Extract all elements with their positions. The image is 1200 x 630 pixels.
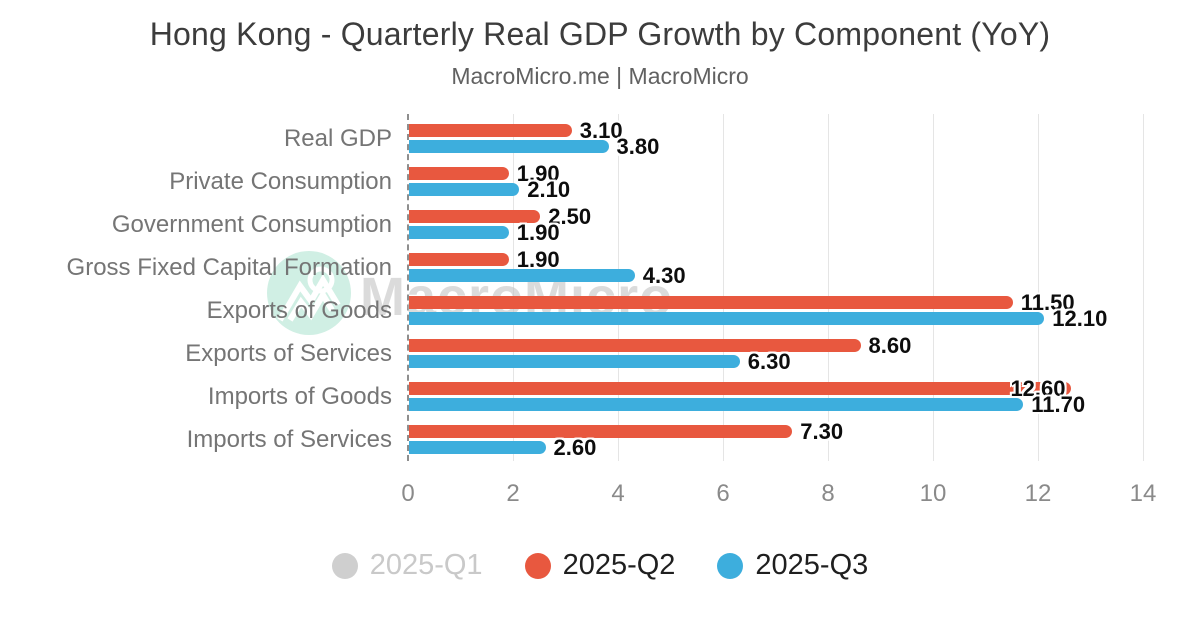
bar-2025-Q2[interactable] — [409, 210, 541, 223]
legend-item-2025-Q2[interactable]: 2025-Q2 — [524, 549, 676, 582]
x-tick-label: 8 — [821, 480, 835, 507]
category-label: Imports of Services — [186, 425, 392, 453]
x-tick-label: 10 — [919, 480, 947, 507]
bar-2025-Q3[interactable] — [409, 183, 520, 196]
x-tick-label: 14 — [1129, 480, 1157, 507]
bar-2025-Q2[interactable] — [409, 124, 572, 137]
gridline — [1038, 114, 1039, 461]
bar-2025-Q3[interactable] — [409, 226, 509, 239]
legend-label: 2025-Q3 — [755, 549, 869, 581]
zero-axis-line — [407, 114, 409, 461]
x-tick-label: 6 — [716, 480, 730, 507]
bar-2025-Q3[interactable] — [409, 269, 635, 282]
value-label: 11.70 — [1031, 391, 1086, 417]
bar-2025-Q2[interactable] — [409, 339, 861, 352]
category-label: Private Consumption — [169, 167, 392, 195]
legend-label: 2025-Q2 — [562, 549, 676, 581]
bar-2025-Q2[interactable] — [409, 296, 1013, 309]
bar-2025-Q2[interactable] — [409, 382, 1071, 395]
value-label: 2.50 — [548, 203, 592, 229]
value-label: 12.60 — [1010, 375, 1066, 401]
gridline — [618, 114, 619, 461]
legend-marker-icon — [331, 552, 358, 579]
legend: 2025-Q1 2025-Q2 2025-Q3 — [0, 549, 1200, 582]
value-label: 11.50 — [1020, 289, 1075, 315]
category-label: Exports of Services — [185, 339, 392, 367]
legend-item-2025-Q1[interactable]: 2025-Q1 — [331, 549, 483, 582]
value-label: 3.80 — [616, 133, 660, 159]
value-label: 3.10 — [579, 117, 623, 143]
value-label: 8.60 — [868, 332, 912, 358]
category-label: Real GDP — [283, 124, 392, 152]
bar-2025-Q3[interactable] — [409, 312, 1045, 325]
category-label: Gross Fixed Capital Formation — [66, 253, 392, 281]
bar-2025-Q3[interactable] — [409, 355, 740, 368]
gridline — [1143, 114, 1144, 461]
bar-2025-Q3[interactable] — [409, 441, 546, 454]
value-label: 4.30 — [642, 262, 686, 288]
x-tick-label: 0 — [401, 480, 415, 507]
bar-2025-Q3[interactable] — [409, 140, 609, 153]
chart-subtitle: MacroMicro.me | MacroMicro — [451, 63, 749, 89]
value-label: 7.30 — [800, 418, 844, 444]
bar-2025-Q2[interactable] — [409, 167, 509, 180]
x-tick-label: 2 — [506, 480, 520, 507]
value-label: 6.30 — [747, 348, 791, 374]
bar-2025-Q3[interactable] — [409, 398, 1024, 411]
bar-2025-Q2[interactable] — [409, 425, 793, 438]
x-tick-label: 4 — [611, 480, 625, 507]
gridline — [513, 114, 514, 461]
value-label: 12.10 — [1052, 305, 1108, 331]
category-label: Government Consumption — [111, 210, 392, 238]
x-tick-label: 12 — [1024, 480, 1052, 507]
gridline — [933, 114, 934, 461]
gridline — [723, 114, 724, 461]
chart-title: Hong Kong - Quarterly Real GDP Growth by… — [149, 16, 1051, 52]
legend-marker-icon — [524, 552, 551, 579]
value-label: 2.10 — [527, 176, 571, 202]
category-label: Exports of Goods — [206, 296, 392, 324]
value-label: 1.90 — [516, 160, 560, 186]
category-label: Imports of Goods — [207, 382, 392, 410]
value-label: 2.60 — [553, 434, 597, 460]
gridline — [828, 114, 829, 461]
value-label: 1.90 — [516, 246, 560, 272]
legend-item-2025-Q3[interactable]: 2025-Q3 — [717, 549, 868, 582]
legend-label: 2025-Q1 — [369, 549, 483, 581]
legend-marker-icon — [717, 552, 744, 579]
bar-2025-Q2[interactable] — [409, 253, 509, 266]
value-label: 1.90 — [516, 219, 560, 245]
